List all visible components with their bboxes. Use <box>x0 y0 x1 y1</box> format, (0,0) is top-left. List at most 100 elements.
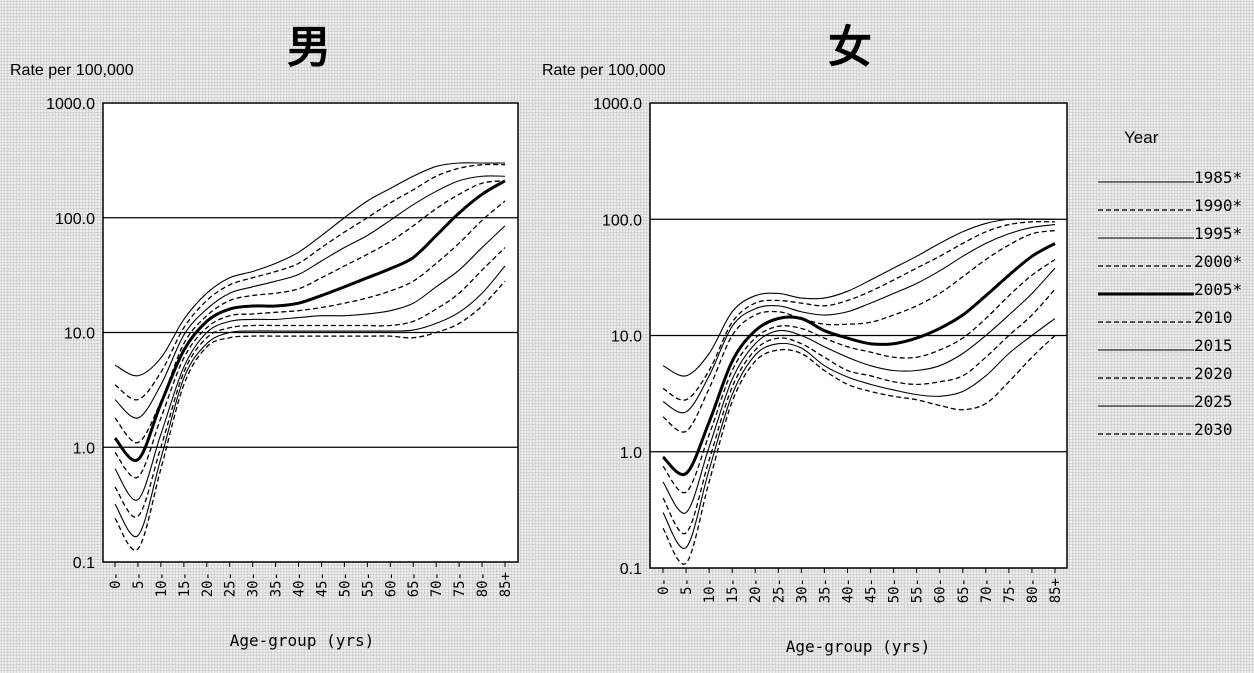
x-tick-label: 45- <box>314 572 330 597</box>
legend-label: 1985* <box>1194 168 1243 187</box>
x-tick-label: 85+ <box>498 572 514 597</box>
legend: Year 1985* 1990* 1995* 2000* 2005* 2010 2015 20… <box>1092 128 1252 446</box>
x-tick-label: 25- <box>771 578 787 603</box>
chart-title-female: 女 <box>828 22 872 73</box>
legend-label: 2030 <box>1194 420 1233 439</box>
x-tick-label: 30- <box>794 578 810 603</box>
series-line-1995 <box>662 224 1056 414</box>
series-line-2025 <box>662 318 1056 549</box>
series-line-2005 <box>113 179 506 463</box>
legend-line-sample <box>1098 292 1194 296</box>
x-tick-label: 0- <box>656 578 672 595</box>
legend-label: 2010 <box>1194 308 1233 327</box>
x-tick-label: 85+ <box>1048 578 1064 603</box>
x-tick-label: 0- <box>108 572 124 589</box>
x-tick-label: 30- <box>246 572 262 597</box>
y-axis-label-male: Rate per 100,000 <box>10 62 134 79</box>
y-tick-label: 100.0 <box>602 212 642 229</box>
series-line-2005 <box>661 242 1056 477</box>
legend-label: 1990* <box>1194 196 1243 215</box>
y-tick-label: 100.0 <box>55 211 95 228</box>
x-tick-label: 40- <box>292 572 308 597</box>
legend-line-sample <box>1098 237 1194 239</box>
legend-item: 2000* <box>1092 250 1252 278</box>
x-tick-label: 75- <box>452 572 468 597</box>
y-tick-label: 10.0 <box>611 329 642 346</box>
x-tick-label: 5- <box>131 572 147 589</box>
series-line-2020 <box>662 288 1056 535</box>
x-tick-label: 80- <box>475 572 491 597</box>
legend-item: 2010 <box>1092 306 1252 334</box>
series-line-2025 <box>114 265 506 538</box>
legend-label: 2000* <box>1194 252 1243 271</box>
x-tick-label: 80- <box>1025 578 1041 603</box>
legend-label: 2005* <box>1194 280 1243 299</box>
y-tick-label: 0.1 <box>620 561 642 578</box>
x-tick-label: 5- <box>679 578 695 595</box>
x-tick-label: 65- <box>956 578 972 603</box>
chart-title-male: 男 <box>287 22 331 73</box>
legend-item: 1985* <box>1092 166 1252 194</box>
legend-title: Year <box>1124 128 1159 147</box>
x-tick-label: 65- <box>406 572 422 597</box>
x-tick-label: 10- <box>702 578 718 603</box>
legend-item: 1990* <box>1092 194 1252 222</box>
x-axis-label: Age-group (yrs) <box>230 631 375 650</box>
x-tick-label: 60- <box>933 578 949 603</box>
legend-item: 2005* <box>1092 278 1252 306</box>
x-tick-label: 20- <box>200 572 216 597</box>
x-tick-label: 20- <box>748 578 764 603</box>
series-line-2000 <box>114 180 506 444</box>
legend-item: 2020 <box>1092 362 1252 390</box>
x-tick-label: 50- <box>337 572 353 597</box>
legend-line-sample <box>1098 181 1194 183</box>
x-tick-label: 50- <box>887 578 903 603</box>
series-line-2030 <box>114 280 506 551</box>
x-tick-label: 75- <box>1002 578 1018 603</box>
x-axis-label: Age-group (yrs) <box>786 637 931 656</box>
y-tick-label: 1.0 <box>620 445 642 462</box>
legend-line-sample <box>1098 209 1194 211</box>
legend-label: 2020 <box>1194 364 1233 383</box>
series-line-1985 <box>662 218 1055 377</box>
legend-line-sample <box>1098 265 1194 267</box>
x-tick-label: 25- <box>223 572 239 597</box>
series-line-2000 <box>662 229 1056 433</box>
x-tick-label: 35- <box>817 578 833 603</box>
x-tick-label: 35- <box>269 572 285 597</box>
y-tick-label: 1.0 <box>73 440 95 457</box>
legend-line-sample <box>1098 405 1194 407</box>
series-line-2030 <box>662 335 1056 565</box>
y-tick-label: 10.0 <box>64 326 95 343</box>
y-tick-label: 0.1 <box>73 555 95 572</box>
legend-line-sample <box>1098 433 1194 435</box>
legend-item: 2030 <box>1092 418 1252 446</box>
x-tick-label: 15- <box>725 578 741 603</box>
series-line-1985 <box>114 162 505 377</box>
y-axis-label-female: Rate per 100,000 <box>542 62 666 79</box>
legend-item: 1995* <box>1092 222 1252 250</box>
x-tick-label: 15- <box>177 572 193 597</box>
legend-line-sample <box>1098 321 1194 323</box>
x-tick-label: 45- <box>864 578 880 603</box>
y-tick-label: 1000.0 <box>46 96 95 113</box>
legend-label: 2015 <box>1194 336 1233 355</box>
x-tick-label: 60- <box>383 572 399 597</box>
series-line-2020 <box>114 247 506 518</box>
x-tick-label: 55- <box>360 572 376 597</box>
y-tick-label: 1000.0 <box>593 96 642 113</box>
legend-line-sample <box>1098 349 1194 351</box>
series-line-2015 <box>662 267 1056 514</box>
series-line-2015 <box>114 225 506 501</box>
x-tick-label: 70- <box>979 578 995 603</box>
series-line-1990 <box>662 220 1056 401</box>
legend-item: 2015 <box>1092 334 1252 362</box>
x-tick-label: 55- <box>910 578 926 603</box>
x-tick-label: 10- <box>154 572 170 597</box>
legend-line-sample <box>1098 377 1194 379</box>
series-line-2010 <box>662 259 1056 494</box>
legend-item: 2025 <box>1092 390 1252 418</box>
legend-label: 1995* <box>1194 224 1243 243</box>
x-tick-label: 70- <box>429 572 445 597</box>
